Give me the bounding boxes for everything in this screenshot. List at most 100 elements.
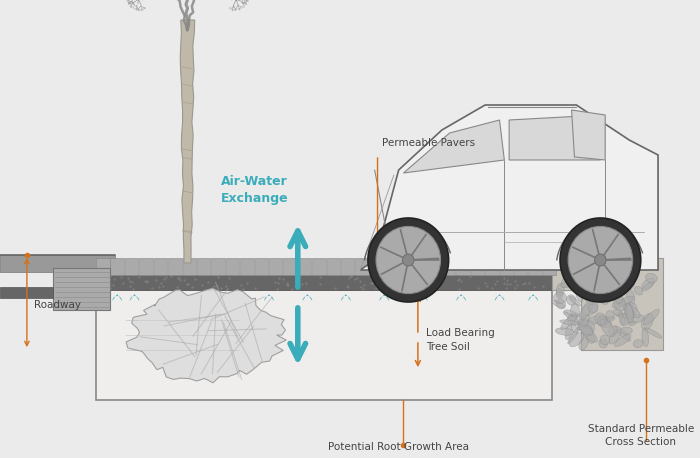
Polygon shape xyxy=(528,294,538,301)
Ellipse shape xyxy=(582,283,595,298)
Ellipse shape xyxy=(645,273,657,283)
Polygon shape xyxy=(379,294,389,301)
Polygon shape xyxy=(269,258,282,275)
Ellipse shape xyxy=(627,271,636,281)
Ellipse shape xyxy=(561,315,577,329)
Ellipse shape xyxy=(246,0,248,1)
Ellipse shape xyxy=(242,2,244,4)
Ellipse shape xyxy=(130,6,132,7)
Ellipse shape xyxy=(230,7,231,9)
Ellipse shape xyxy=(128,2,130,4)
Ellipse shape xyxy=(232,9,234,11)
Ellipse shape xyxy=(606,311,614,319)
Ellipse shape xyxy=(634,286,643,295)
Ellipse shape xyxy=(240,7,241,9)
Polygon shape xyxy=(284,258,297,275)
Ellipse shape xyxy=(564,310,578,317)
Ellipse shape xyxy=(597,316,615,324)
Ellipse shape xyxy=(578,320,588,330)
Text: Standard Permeable
Cross Section: Standard Permeable Cross Section xyxy=(587,424,694,447)
Polygon shape xyxy=(528,258,542,275)
Ellipse shape xyxy=(615,326,631,341)
Polygon shape xyxy=(298,258,312,275)
Ellipse shape xyxy=(552,300,565,308)
Polygon shape xyxy=(0,255,116,272)
Ellipse shape xyxy=(624,303,634,319)
Ellipse shape xyxy=(594,254,606,266)
Polygon shape xyxy=(126,288,286,383)
Ellipse shape xyxy=(642,328,649,347)
Polygon shape xyxy=(456,294,466,301)
Ellipse shape xyxy=(135,8,136,10)
Ellipse shape xyxy=(556,289,563,299)
Ellipse shape xyxy=(568,326,580,344)
Polygon shape xyxy=(542,258,556,275)
Ellipse shape xyxy=(583,325,592,337)
Ellipse shape xyxy=(587,334,595,343)
Polygon shape xyxy=(52,268,111,310)
Polygon shape xyxy=(399,258,412,275)
Ellipse shape xyxy=(599,319,612,327)
Text: Potential Root Growth Area: Potential Root Growth Area xyxy=(328,442,469,452)
Ellipse shape xyxy=(634,339,643,348)
Ellipse shape xyxy=(245,3,246,5)
Ellipse shape xyxy=(615,334,631,347)
Ellipse shape xyxy=(238,8,240,10)
Ellipse shape xyxy=(127,1,130,2)
Text: Air-Water
Exchange: Air-Water Exchange xyxy=(220,175,288,205)
Polygon shape xyxy=(0,287,52,298)
Text: Load Bearing
Tree Soil: Load Bearing Tree Soil xyxy=(426,328,494,352)
Polygon shape xyxy=(403,120,504,173)
Ellipse shape xyxy=(605,286,612,297)
Text: Permeable Pavers: Permeable Pavers xyxy=(382,138,475,148)
Ellipse shape xyxy=(585,283,594,292)
Ellipse shape xyxy=(600,294,610,305)
Polygon shape xyxy=(470,258,484,275)
Ellipse shape xyxy=(621,310,634,325)
Ellipse shape xyxy=(402,254,414,266)
Ellipse shape xyxy=(574,266,593,277)
Ellipse shape xyxy=(128,3,130,5)
Ellipse shape xyxy=(579,338,588,350)
Ellipse shape xyxy=(645,260,655,267)
Ellipse shape xyxy=(569,296,580,306)
Ellipse shape xyxy=(568,314,584,325)
Polygon shape xyxy=(96,290,552,400)
Polygon shape xyxy=(572,110,606,160)
Polygon shape xyxy=(0,0,673,458)
Ellipse shape xyxy=(620,327,632,334)
Polygon shape xyxy=(509,115,601,160)
Polygon shape xyxy=(495,294,504,301)
Ellipse shape xyxy=(137,8,139,10)
Polygon shape xyxy=(125,258,139,275)
Ellipse shape xyxy=(133,4,134,5)
Polygon shape xyxy=(264,294,274,301)
Ellipse shape xyxy=(613,309,622,316)
Polygon shape xyxy=(302,294,312,301)
Ellipse shape xyxy=(589,304,598,313)
Polygon shape xyxy=(360,105,658,270)
Ellipse shape xyxy=(619,296,634,305)
Polygon shape xyxy=(356,258,369,275)
Polygon shape xyxy=(456,258,470,275)
Polygon shape xyxy=(370,258,384,275)
Ellipse shape xyxy=(582,302,598,316)
Ellipse shape xyxy=(565,324,572,340)
Ellipse shape xyxy=(624,314,645,323)
Polygon shape xyxy=(240,258,253,275)
Ellipse shape xyxy=(130,3,132,5)
Ellipse shape xyxy=(127,0,128,1)
Ellipse shape xyxy=(587,272,603,284)
Ellipse shape xyxy=(561,274,572,288)
Ellipse shape xyxy=(629,261,639,273)
Ellipse shape xyxy=(642,278,654,289)
Ellipse shape xyxy=(626,303,637,315)
Polygon shape xyxy=(226,258,239,275)
Ellipse shape xyxy=(608,264,625,271)
Ellipse shape xyxy=(568,226,633,294)
Ellipse shape xyxy=(619,312,624,326)
Ellipse shape xyxy=(626,289,635,305)
Polygon shape xyxy=(485,258,498,275)
Ellipse shape xyxy=(141,9,144,11)
Ellipse shape xyxy=(243,5,244,8)
